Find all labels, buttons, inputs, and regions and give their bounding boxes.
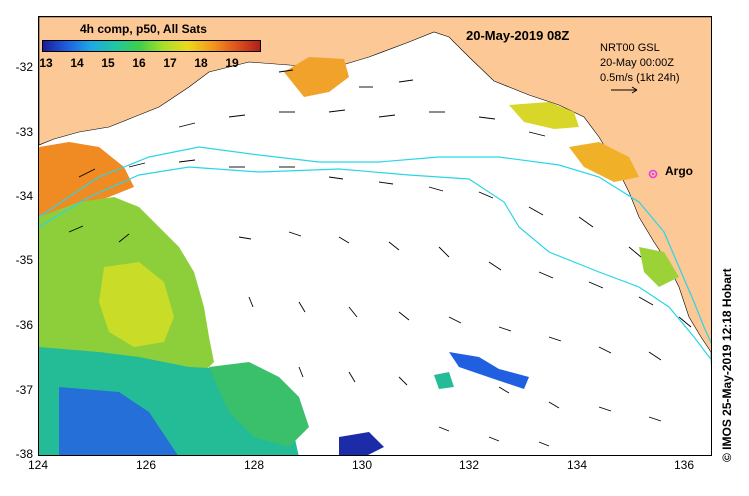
current-arrow: [248, 296, 254, 308]
legend-scale: 0.5m/s (1kt 24h): [600, 72, 680, 84]
current-arrow: [128, 162, 146, 168]
current-arrow: [498, 326, 512, 332]
y-tick-label: -36: [15, 318, 33, 332]
sst-blue-sw: [59, 387, 178, 455]
sst-yellow-core: [99, 262, 174, 347]
current-arrow: [298, 366, 304, 378]
current-arrow: [678, 316, 692, 328]
sst-green-lower: [209, 362, 309, 447]
x-tick-label: 124: [27, 458, 49, 472]
current-arrow: [398, 79, 414, 83]
contour-inner: [39, 166, 711, 361]
bathymetry-contours: [39, 146, 711, 361]
current-arrow: [438, 426, 450, 432]
current-arrow: [398, 376, 408, 386]
y-tick-label: -34: [15, 189, 33, 203]
current-arrow: [388, 241, 400, 251]
current-arrow: [238, 236, 252, 240]
map-date-label: 20-May-2019 08Z: [466, 28, 570, 43]
sst-blue-spot-2: [449, 352, 529, 389]
current-arrow: [648, 351, 662, 361]
current-arrow: [478, 191, 494, 199]
current-arrow: [68, 225, 84, 233]
current-arrow: [288, 231, 302, 237]
current-arrow: [378, 114, 396, 118]
sst-patches: [39, 57, 679, 455]
current-arrow: [438, 246, 450, 258]
current-arrow: [548, 336, 562, 342]
y-tick-label: -35: [15, 253, 33, 267]
current-arrow: [428, 186, 444, 192]
x-tick-label: 132: [458, 458, 480, 472]
contour-outer: [39, 146, 711, 345]
x-tick-label: 126: [135, 458, 157, 472]
current-arrow: [598, 346, 612, 354]
current-arrow: [478, 116, 496, 120]
current-arrow: [628, 246, 642, 258]
current-arrow: [528, 206, 544, 216]
sst-ne-yellow: [509, 102, 579, 129]
current-arrow: [348, 306, 358, 318]
current-arrow: [338, 236, 350, 244]
current-arrow: [398, 311, 410, 321]
legend-product: NRT00 GSL: [600, 42, 660, 54]
y-tick-label: -37: [15, 383, 33, 397]
colorbar-title: 4h comp, p50, All Sats: [80, 22, 207, 36]
sst-teal-spot: [434, 372, 454, 389]
x-tick-label: 130: [351, 458, 373, 472]
current-arrow: [328, 176, 344, 180]
colorbar-tick: 17: [163, 56, 177, 70]
current-arrow: [298, 301, 306, 313]
current-arrow: [538, 441, 550, 447]
colorbar: [42, 40, 261, 52]
y-tick-label: -32: [15, 60, 33, 74]
current-arrow: [498, 386, 510, 394]
current-arrow: [548, 401, 560, 409]
current-arrow: [178, 159, 196, 163]
current-arrow: [78, 168, 96, 178]
legend-time: 20-May 00:00Z: [600, 57, 674, 69]
colorbar-tick: 14: [70, 56, 84, 70]
current-arrow: [178, 122, 196, 128]
current-arrow: [118, 233, 130, 243]
sst-blue-spot-1: [339, 432, 384, 455]
current-arrow: [328, 109, 346, 113]
x-tick-label: 128: [243, 458, 265, 472]
scale-arrow-head: [631, 86, 638, 94]
current-arrow: [638, 296, 654, 306]
colorbar-tick: 16: [132, 56, 146, 70]
argo-marker: [648, 169, 658, 179]
current-arrow: [588, 281, 604, 289]
colorbar-tick: 18: [194, 56, 208, 70]
current-arrow: [488, 261, 502, 271]
colorbar-tick: 15: [101, 56, 115, 70]
sst-warm-orange: [39, 142, 134, 222]
sst-east-orange: [569, 142, 639, 182]
current-arrow: [228, 114, 246, 118]
sst-north-orange: [284, 57, 349, 97]
current-arrow: [348, 371, 356, 383]
colorbar-tick: 13: [39, 56, 53, 70]
current-arrow: [578, 216, 594, 228]
current-arrow: [278, 69, 294, 73]
current-arrow: [378, 181, 394, 185]
x-tick-label: 136: [673, 458, 695, 472]
current-arrow: [528, 131, 546, 137]
credit-text: © IMOS 25-May-2019 12:18 Hobart: [720, 268, 734, 462]
argo-marker-center: [651, 172, 655, 176]
current-arrow: [538, 271, 554, 279]
colorbar-tick: 19: [225, 56, 239, 70]
sst-east-green: [639, 247, 679, 287]
x-tick-label: 134: [566, 458, 588, 472]
current-arrow: [598, 406, 612, 412]
current-arrows: [68, 69, 692, 447]
y-tick-label: -33: [15, 125, 33, 139]
current-arrow: [448, 316, 462, 324]
current-arrow: [648, 416, 662, 422]
current-arrow: [488, 436, 500, 442]
y-tick-label: -38: [15, 447, 33, 461]
argo-label: Argo: [665, 164, 693, 178]
